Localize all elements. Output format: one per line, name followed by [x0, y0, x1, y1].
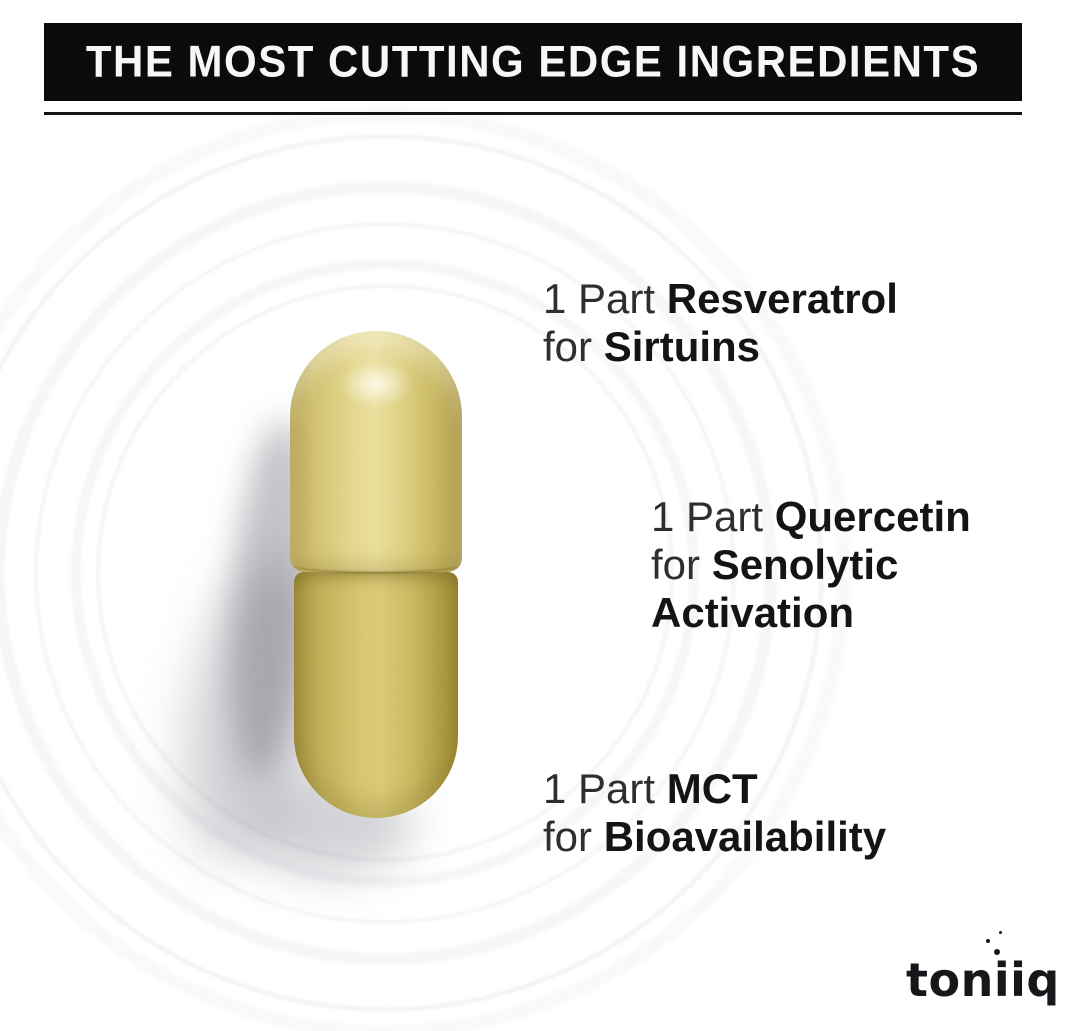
callout-line: for Bioavailability	[543, 813, 886, 861]
page-title: THE MOST CUTTING EDGE INGREDIENTS	[85, 36, 981, 87]
brand-logo: toniiq	[906, 931, 1059, 1015]
logo-bubble-dot	[999, 931, 1002, 934]
ingredient-name: Quercetin	[774, 493, 971, 540]
ingredient-connector: for	[651, 541, 701, 588]
title-banner: THE MOST CUTTING EDGE INGREDIENTS	[44, 23, 1022, 101]
ingredient-connector: for	[543, 813, 593, 860]
ingredient-prefix: 1 Part	[543, 765, 656, 812]
capsule-seam	[292, 556, 460, 574]
ingredient-benefit: Sirtuins	[603, 323, 761, 370]
callout-line: for Senolytic	[651, 541, 971, 589]
callout-line: 1 Part MCT	[543, 765, 886, 813]
callout-line: 1 Part Resveratrol	[543, 275, 898, 323]
logo-bubble-dot	[986, 939, 990, 943]
ingredient-benefit: Senolytic	[711, 541, 899, 588]
capsule-highlight	[340, 360, 412, 408]
callout-line: for Sirtuins	[543, 323, 898, 371]
brand-logo-text: toniiq	[906, 953, 1060, 1007]
ingredient-callout-mct: 1 Part MCT for Bioavailability	[543, 765, 886, 861]
logo-bubble-dot	[994, 949, 1000, 955]
callout-line: 1 Part Quercetin	[651, 493, 971, 541]
ingredient-connector: for	[543, 323, 593, 370]
capsule-grain-texture	[294, 572, 458, 818]
ingredient-benefit-line2: Activation	[651, 589, 855, 636]
callout-line: Activation	[651, 589, 971, 637]
ingredient-prefix: 1 Part	[543, 275, 656, 322]
banner-underline	[44, 112, 1022, 115]
capsule-body	[294, 572, 458, 818]
ingredient-callout-quercetin: 1 Part Quercetin for Senolytic Activatio…	[651, 493, 971, 637]
ingredient-callout-resveratrol: 1 Part Resveratrol for Sirtuins	[543, 275, 898, 371]
ingredient-name: Resveratrol	[666, 275, 898, 322]
ingredient-benefit: Bioavailability	[603, 813, 887, 860]
ingredient-prefix: 1 Part	[651, 493, 764, 540]
ingredient-name: MCT	[666, 765, 758, 812]
